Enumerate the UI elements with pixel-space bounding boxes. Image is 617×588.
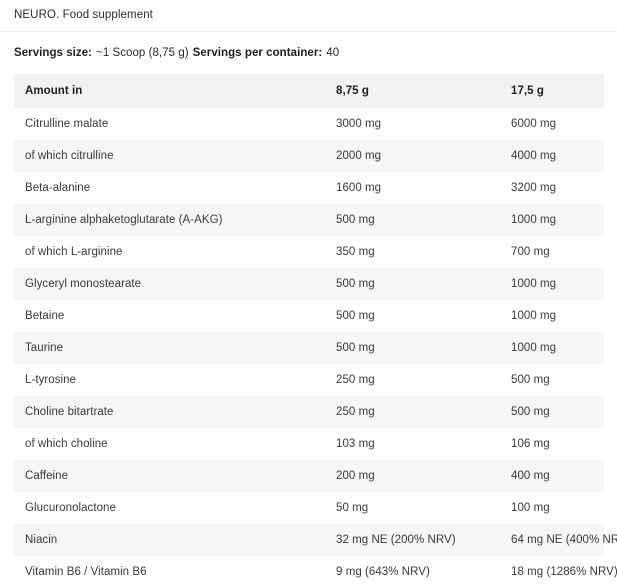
- servings-size-label: Servings size:: [14, 47, 93, 59]
- table-row: Niacin 32 mg NE (200% NRV) 64 mg NE (400% …: [14, 524, 617, 556]
- table-cell-dose2: 4000 mg: [500, 140, 604, 172]
- table-cell-dose1: 500 mg: [325, 204, 500, 236]
- table-cell-dose1: 250 mg: [325, 396, 500, 428]
- table-row: Choline bitartrate 250 mg 500 mg: [14, 396, 604, 428]
- servings-info: Servings size: ~1 Scoop (8,75 g) Servings …: [0, 32, 617, 74]
- table-cell-name: L-arginine alphaketoglutarate (A-AKG): [14, 204, 325, 236]
- supplement-facts-table-wrapper: Amount in 8,75 g 17,5 g Citrulline malat…: [14, 74, 617, 588]
- table-row: L-arginine alphaketoglutarate (A-AKG) 500…: [14, 204, 604, 236]
- table-cell-name: Niacin: [14, 524, 325, 556]
- table-cell-dose1: 200 mg: [325, 460, 500, 492]
- servings-per-container-label: Servings per container:: [192, 47, 323, 59]
- table-cell-name: Vitamin B6 / Vitamin B6: [14, 556, 325, 588]
- table-cell-dose1: 32 mg NE (200% NRV): [325, 524, 500, 556]
- table-cell-dose1: 9 mg (643% NRV): [325, 556, 500, 588]
- table-row: L-tyrosine 250 mg 500 mg: [14, 364, 604, 396]
- table-cell-dose2: 106 mg: [500, 428, 604, 460]
- servings-per-container-value: 40: [326, 47, 340, 59]
- table-row: Vitamin B6 / Vitamin B6 9 mg (643% NRV) 18…: [14, 556, 617, 588]
- table-cell-dose1: 3000 mg: [325, 108, 500, 140]
- table-cell-dose2: 18 mg (1286% NRV): [500, 556, 617, 588]
- table-row: Citrulline malate 3000 mg 6000 mg: [14, 108, 604, 140]
- table-cell-dose2: 1000 mg: [500, 300, 604, 332]
- table-cell-name: Choline bitartrate: [14, 396, 325, 428]
- table-row: Beta-alanine 1600 mg 3200 mg: [14, 172, 604, 204]
- table-cell-dose2: 3200 mg: [500, 172, 604, 204]
- table-cell-dose2: 64 mg NE (400% NRV): [500, 524, 617, 556]
- column-header-amount-in: Amount in: [14, 74, 325, 108]
- table-cell-dose2: 1000 mg: [500, 268, 604, 300]
- table-cell-dose2: 6000 mg: [500, 108, 604, 140]
- table-cell-dose1: 103 mg: [325, 428, 500, 460]
- table-cell-name: of which citrulline: [14, 140, 325, 172]
- column-header-dose-2: 17,5 g: [500, 74, 604, 108]
- table-row: of which L-arginine 350 mg 700 mg: [14, 236, 604, 268]
- table-cell-dose1: 2000 mg: [325, 140, 500, 172]
- table-cell-name: L-tyrosine: [14, 364, 325, 396]
- table-head: Amount in 8,75 g 17,5 g: [14, 74, 604, 108]
- table-row: Taurine 500 mg 1000 mg: [14, 332, 604, 364]
- servings-size-value: ~1 Scoop (8,75 g): [96, 47, 189, 59]
- table-cell-dose2: 100 mg: [500, 492, 604, 524]
- table-cell-name: Citrulline malate: [14, 108, 325, 140]
- table-cell-dose1: 500 mg: [325, 300, 500, 332]
- supplement-facts-table: Amount in 8,75 g 17,5 g Citrulline malat…: [14, 74, 617, 588]
- table-cell-dose2: 700 mg: [500, 236, 604, 268]
- table-row: of which citrulline 2000 mg 4000 mg: [14, 140, 604, 172]
- table-row: Caffeine 200 mg 400 mg: [14, 460, 604, 492]
- table-cell-dose1: 1600 mg: [325, 172, 500, 204]
- table-cell-dose2: 1000 mg: [500, 204, 604, 236]
- table-cell-dose2: 500 mg: [500, 364, 604, 396]
- table-cell-name: Beta-alanine: [14, 172, 325, 204]
- column-header-dose-1: 8,75 g: [325, 74, 500, 108]
- title-divider: [0, 31, 617, 32]
- table-cell-dose2: 500 mg: [500, 396, 604, 428]
- table-body: Citrulline malate 3000 mg 6000 mg of which …: [14, 108, 617, 588]
- table-cell-dose1: 500 mg: [325, 332, 500, 364]
- table-cell-dose2: 1000 mg: [500, 332, 604, 364]
- table-cell-name: of which L-arginine: [14, 236, 325, 268]
- table-cell-dose2: 400 mg: [500, 460, 604, 492]
- table-cell-dose1: 250 mg: [325, 364, 500, 396]
- table-cell-name: Glucuronolactone: [14, 492, 325, 524]
- table-row: Glucuronolactone 50 mg 100 mg: [14, 492, 604, 524]
- table-cell-name: of which choline: [14, 428, 325, 460]
- table-row: Betaine 500 mg 1000 mg: [14, 300, 604, 332]
- table-cell-name: Betaine: [14, 300, 325, 332]
- table-row: of which choline 103 mg 106 mg: [14, 428, 604, 460]
- table-cell-dose1: 350 mg: [325, 236, 500, 268]
- table-cell-dose1: 500 mg: [325, 268, 500, 300]
- table-cell-name: Caffeine: [14, 460, 325, 492]
- table-cell-name: Glyceryl monostearate: [14, 268, 325, 300]
- table-cell-name: Taurine: [14, 332, 325, 364]
- table-row: Glyceryl monostearate 500 mg 1000 mg: [14, 268, 604, 300]
- product-title: NEURO. Food supplement: [14, 9, 153, 21]
- table-cell-dose1: 50 mg: [325, 492, 500, 524]
- table-header-row: Amount in 8,75 g 17,5 g: [14, 74, 604, 108]
